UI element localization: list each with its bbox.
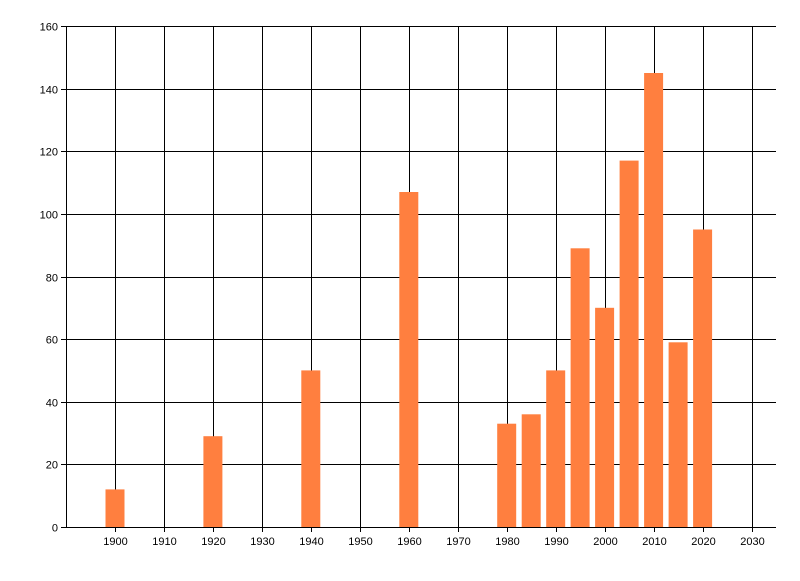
tick-labels: 0 20 40 60 80 100 120 140 160 1900 1910 1920 1930 194… — [40, 22, 765, 549]
x-tick-label: 2000 — [593, 536, 617, 548]
x-tick-label: 1900 — [103, 536, 127, 548]
x-tick-label: 1990 — [544, 536, 568, 548]
x-tick-label: 2030 — [740, 536, 764, 548]
bar-2020 — [693, 229, 713, 527]
bar-2000 — [595, 307, 615, 527]
x-tick-label: 1940 — [299, 536, 323, 548]
bar-1990 — [546, 370, 566, 527]
y-tick-label: 0 — [52, 523, 58, 535]
x-tick-label: 1910 — [152, 536, 176, 548]
x-tick-label: 1980 — [495, 536, 519, 548]
bar-1900 — [105, 489, 125, 527]
y-tick-label: 120 — [40, 147, 58, 159]
y-tick-label: 140 — [40, 85, 58, 97]
x-tick-label: 1970 — [446, 536, 470, 548]
x-tick-label: 2010 — [642, 536, 666, 548]
bar-2010 — [644, 73, 664, 527]
bar-1960 — [399, 192, 419, 527]
y-tick-label: 60 — [46, 335, 58, 347]
x-tick-label: 1950 — [348, 536, 372, 548]
x-tick-label: 1960 — [397, 536, 421, 548]
y-tick-label: 160 — [40, 22, 58, 34]
bars — [105, 73, 713, 528]
bar-2015 — [668, 342, 688, 527]
x-tick-label: 1930 — [250, 536, 274, 548]
y-tick-label: 20 — [46, 460, 58, 472]
bar-2005 — [619, 160, 639, 527]
y-tick-label: 40 — [46, 398, 58, 410]
bar-1940 — [301, 370, 321, 527]
bar-1920 — [203, 436, 223, 527]
bar-1980 — [497, 423, 517, 527]
x-tick-label: 2020 — [691, 536, 715, 548]
axes — [61, 26, 776, 532]
bar-1985 — [521, 414, 541, 527]
gridlines — [66, 26, 776, 527]
bar-1995 — [570, 248, 590, 528]
y-tick-label: 100 — [40, 210, 58, 222]
x-tick-label: 1920 — [201, 536, 225, 548]
y-tick-label: 80 — [46, 273, 58, 285]
